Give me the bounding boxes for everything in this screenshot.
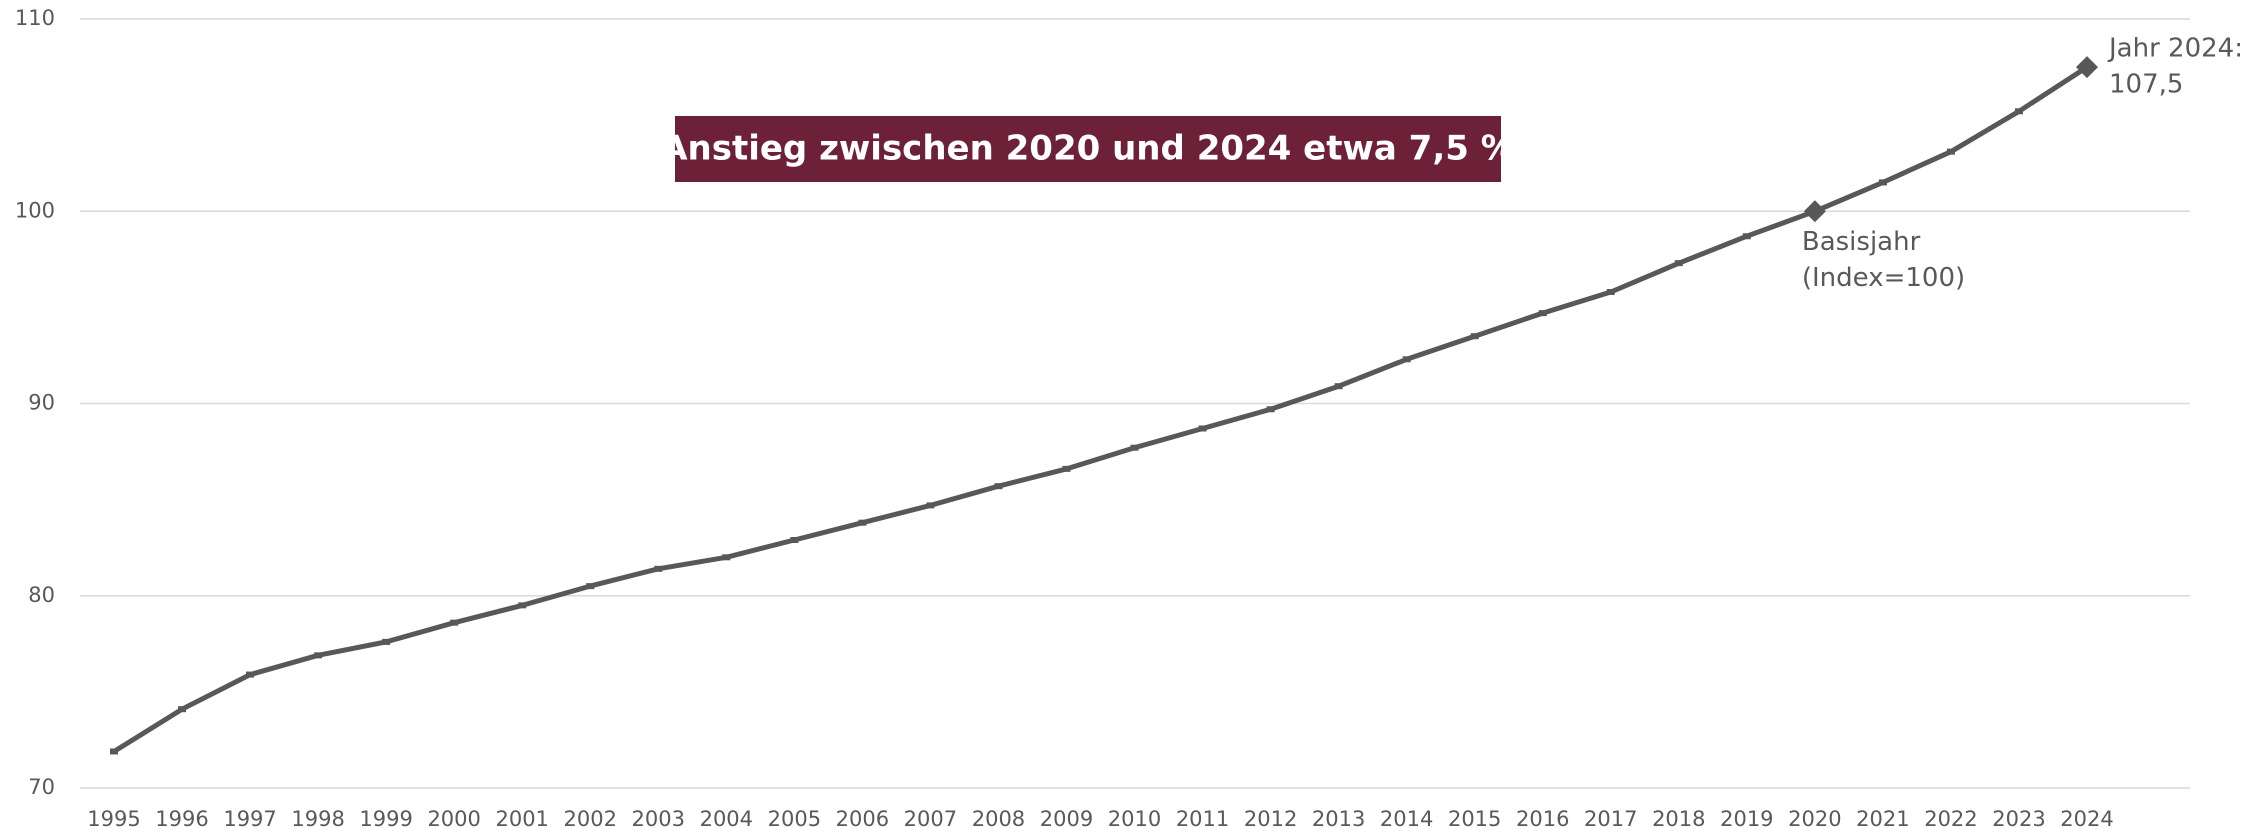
point-marker <box>2014 108 2023 115</box>
x-tick-label: 2013 <box>1312 807 1365 828</box>
point-marker <box>1538 310 1547 317</box>
x-tick-label: 2006 <box>836 807 889 828</box>
x-tick-label: 2015 <box>1448 807 1501 828</box>
x-tick-label: 1996 <box>155 807 208 828</box>
point-marker <box>994 483 1003 490</box>
x-tick-label: 2020 <box>1788 807 1841 828</box>
point-marker <box>518 602 527 609</box>
x-tick-label: 2010 <box>1108 807 1161 828</box>
y-tick-label: 70 <box>28 775 55 799</box>
highlight-marker <box>1803 200 1826 223</box>
highlight-marker <box>2076 56 2098 79</box>
annotation: 107,5 <box>2109 70 2183 100</box>
x-tick-label: 1997 <box>223 807 276 828</box>
point-marker <box>1878 179 1887 186</box>
x-tick-label: 2011 <box>1176 807 1229 828</box>
x-tick-label: 2003 <box>632 807 685 828</box>
x-tick-label: 2014 <box>1380 807 1433 828</box>
point-marker <box>926 502 935 509</box>
point-marker <box>1062 465 1071 472</box>
x-tick-label: 2024 <box>2060 807 2113 828</box>
point-marker <box>1946 148 1955 155</box>
data-line <box>112 65 2089 754</box>
x-tick-label: 2002 <box>564 807 617 828</box>
x-tick-label: 2005 <box>768 807 821 828</box>
y-tick-label: 90 <box>28 391 55 415</box>
y-tick-label: 80 <box>28 583 55 607</box>
point-marker <box>178 706 187 713</box>
y-tick-label: 110 <box>15 6 55 30</box>
x-tick-label: 1998 <box>291 807 344 828</box>
point-marker <box>1742 233 1751 240</box>
x-tick-label: 2008 <box>972 807 1025 828</box>
annotation: (Index=100) <box>1802 263 1965 293</box>
x-tick-label: 1999 <box>359 807 412 828</box>
x-tick-label: 2017 <box>1584 807 1637 828</box>
x-tick-label: 2023 <box>1992 807 2045 828</box>
point-marker <box>1198 425 1207 432</box>
point-marker <box>858 519 867 526</box>
point-marker <box>450 619 459 626</box>
annotation: Basisjahr <box>1802 227 1921 257</box>
point-marker <box>654 565 663 572</box>
point-marker <box>722 554 731 561</box>
x-tick-label: 2001 <box>495 807 548 828</box>
point-marker <box>1470 333 1479 340</box>
x-tick-label: 2018 <box>1652 807 1705 828</box>
annotation: Jahr 2024: <box>2107 34 2243 64</box>
x-tick-label: 2004 <box>700 807 753 828</box>
x-tick-label: 2016 <box>1516 807 1569 828</box>
x-tick-label: 2007 <box>904 807 957 828</box>
point-marker <box>1266 406 1275 413</box>
title-box <box>675 116 1501 182</box>
point-marker <box>790 536 799 543</box>
point-marker <box>1606 288 1615 295</box>
x-tick-label: 2022 <box>1924 807 1977 828</box>
point-marker <box>314 652 323 659</box>
y-tick-label: 100 <box>15 198 55 222</box>
point-marker <box>1674 260 1683 267</box>
x-tick-label: 2012 <box>1244 807 1297 828</box>
point-marker <box>1130 444 1139 451</box>
point-marker <box>1334 383 1343 390</box>
point-marker <box>1402 356 1411 363</box>
point-marker <box>382 638 391 645</box>
point-marker <box>246 671 255 678</box>
x-tick-label: 2021 <box>1856 807 1909 828</box>
chart-title: Anstieg zwischen 2020 und 2024 etwa 7,5 … <box>661 129 1515 169</box>
x-tick-label: 1995 <box>87 807 140 828</box>
point-marker <box>586 583 595 590</box>
x-tick-label: 2000 <box>427 807 480 828</box>
x-tick-label: 2009 <box>1040 807 1093 828</box>
point-marker <box>110 748 118 755</box>
x-tick-label: 2019 <box>1720 807 1773 828</box>
